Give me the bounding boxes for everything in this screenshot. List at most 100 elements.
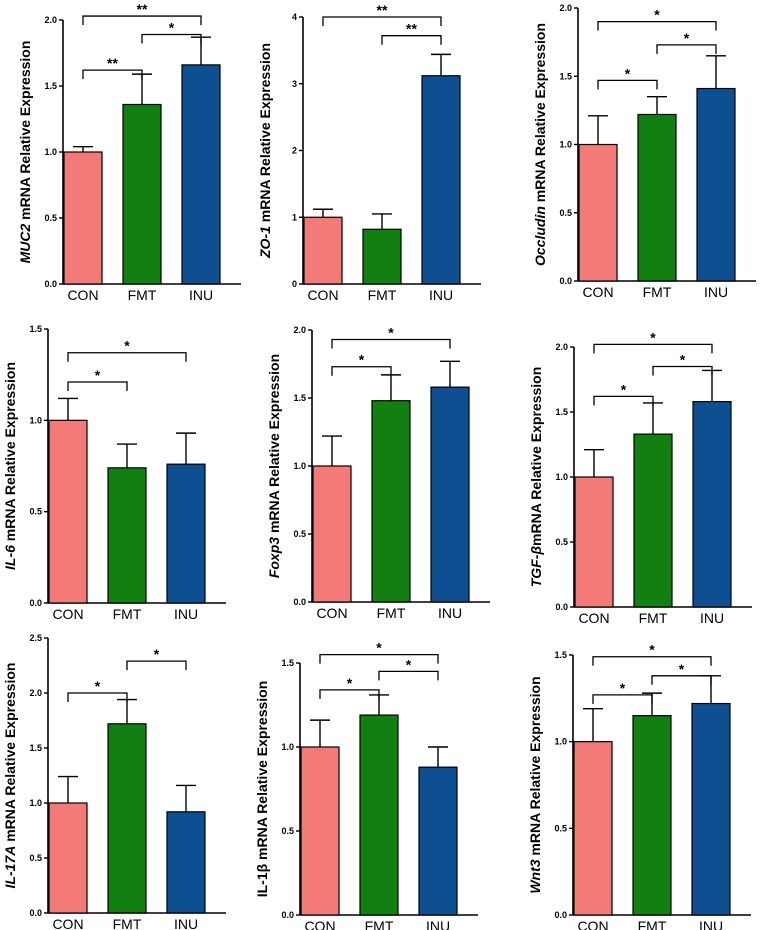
category-label: FMT: [368, 287, 397, 303]
y-tick-label: 0.5: [281, 826, 294, 836]
significance-bracket: [319, 653, 439, 664]
bar-fmt: [371, 400, 411, 603]
significance-bracket: [381, 35, 442, 45]
y-tick-label: 0.5: [293, 529, 306, 539]
ylabel-suffix: mRNA Relative Expression: [2, 663, 18, 846]
y-axis-label: IL-1β mRNA Relative Expression: [254, 681, 270, 898]
y-axis-label: Wnt3 mRNA Relative Expression: [527, 676, 543, 893]
y-tick-label: 2.0: [559, 3, 572, 13]
y-tick-label: 0.0: [293, 597, 306, 607]
significance-bracket: [378, 670, 439, 681]
y-tick-label: 1.0: [29, 415, 42, 425]
y-tick-label: 1.5: [29, 743, 42, 753]
y-tick-label: 1.0: [559, 140, 572, 150]
category-label: CON: [52, 916, 83, 930]
chart-panel-zo-1: 0 1 2 3 4 CON FMT INU ** ** ZO-1 mRNA Relative Exp…: [257, 2, 481, 303]
y-tick-label: 1.5: [554, 650, 567, 660]
ylabel-suffix: mRNA Relative Expression: [266, 354, 282, 537]
gene-name: Foxp3: [266, 537, 282, 578]
y-tick-label: 0: [292, 279, 297, 289]
bar-con: [303, 216, 343, 285]
y-tick-label: 1.0: [29, 798, 42, 808]
category-label: INU: [438, 605, 462, 621]
significance-bracket: [593, 395, 654, 406]
bar-con: [300, 746, 340, 916]
bar-inu: [166, 463, 206, 604]
significance-bracket: [141, 33, 202, 44]
chart-panel-foxp3: 0.0 0.5 1.0 1.5 2.0 CON FMT INU * * Foxp3 mRNA Rel…: [266, 325, 490, 621]
category-label: CON: [578, 610, 609, 626]
significance-label: *: [680, 352, 686, 368]
ylabel-suffix: mRNA Relative Expression: [528, 367, 544, 546]
y-tick-label: 1.0: [554, 737, 567, 747]
y-tick-label: 0.0: [29, 908, 42, 918]
bar-fmt: [107, 723, 147, 914]
bar-fmt: [633, 433, 673, 608]
category-label: FMT: [365, 918, 394, 930]
bar-inu: [696, 87, 736, 282]
significance-bracket: [322, 16, 442, 26]
category-label: CON: [304, 918, 335, 930]
category-label: CON: [52, 606, 83, 622]
y-tick-label: 1.0: [44, 147, 57, 157]
bar-fmt: [362, 228, 402, 285]
y-tick-label: 1.5: [293, 393, 306, 403]
y-tick-label: 2.0: [29, 688, 42, 698]
significance-label: *: [620, 680, 626, 696]
significance-label: *: [650, 329, 656, 345]
category-label: CON: [316, 605, 347, 621]
y-tick-label: 0.0: [559, 276, 572, 286]
significance-bracket: [319, 689, 380, 699]
y-tick-label: 1.5: [555, 407, 568, 417]
y-tick-label: 0.5: [555, 537, 568, 547]
significance-label: *: [679, 661, 685, 677]
significance-label: *: [406, 656, 412, 672]
gene-name: ZO-1: [257, 226, 273, 259]
category-label: CON: [582, 284, 613, 300]
significance-label: *: [359, 352, 365, 368]
chart-panel-il-6: 0.0 0.5 1.0 1.5 CON FMT INU * * IL-6 mRNA Relativ…: [2, 324, 226, 622]
y-tick-label: 2.5: [29, 633, 42, 643]
bar-inu: [181, 64, 221, 285]
y-axis-label: Foxp3 mRNA Relative Expression: [266, 354, 282, 578]
bar-fmt: [122, 103, 162, 285]
y-tick-label: 0.0: [555, 602, 568, 612]
gene-name: TGF-β: [528, 546, 544, 588]
y-tick-label: 0.5: [29, 853, 42, 863]
significance-label: *: [124, 338, 130, 354]
y-tick-label: 1: [292, 212, 297, 222]
y-axis-label: IL-17A mRNA Relative Expression: [2, 663, 18, 889]
significance-bracket: [597, 79, 658, 90]
y-tick-label: 0.5: [44, 213, 57, 223]
y-tick-label: 1.5: [281, 658, 294, 668]
category-label: FMT: [377, 605, 406, 621]
category-label: FMT: [638, 918, 667, 930]
significance-label: *: [649, 642, 655, 658]
y-tick-label: 1.0: [281, 742, 294, 752]
chart-panel-occludin: 0.0 0.5 1.0 1.5 2.0 CON FMT INU * * * Occludin mRNA…: [532, 3, 756, 300]
bar-inu: [418, 766, 458, 916]
category-label: INU: [189, 287, 213, 303]
category-label: INU: [704, 284, 728, 300]
bar-fmt: [632, 715, 672, 916]
bar-inu: [430, 386, 470, 603]
y-tick-label: 2.0: [555, 342, 568, 352]
significance-label: *: [684, 30, 690, 46]
y-tick-label: 2.0: [293, 325, 306, 335]
significance-bracket: [651, 675, 712, 685]
significance-label: *: [388, 325, 394, 341]
y-tick-label: 0.5: [554, 823, 567, 833]
y-tick-label: 0.0: [29, 598, 42, 608]
significance-bracket: [126, 660, 187, 671]
y-tick-label: 0.0: [281, 910, 294, 920]
category-label: FMT: [113, 916, 142, 930]
category-label: FMT: [113, 606, 142, 622]
ylabel-suffix: mRNA Relative Expression: [532, 23, 548, 206]
y-axis-label: Occludin mRNA Relative Expression: [532, 23, 548, 266]
bar-fmt: [637, 113, 677, 282]
significance-bracket: [82, 15, 202, 26]
category-label: INU: [174, 916, 198, 930]
ylabel-suffix: mRNA Relative Expression: [527, 676, 543, 859]
bar-inu: [166, 811, 206, 914]
